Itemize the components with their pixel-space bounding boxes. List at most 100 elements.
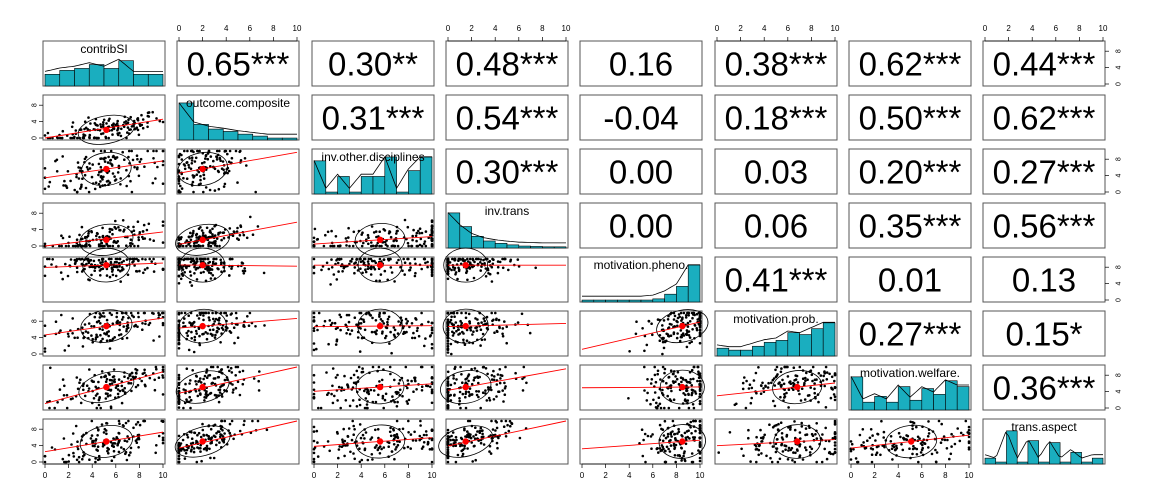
scatter-point — [780, 443, 783, 447]
scatter-point — [53, 406, 56, 410]
scatter-point — [94, 394, 98, 397]
scatter-point — [129, 382, 133, 385]
scatter-point — [71, 244, 75, 248]
scatter-point — [75, 175, 78, 179]
scatter-point — [234, 386, 238, 390]
scatter-point — [92, 439, 95, 443]
scatter-point — [367, 392, 371, 396]
scatter-point — [833, 386, 837, 389]
scatter-point — [205, 266, 209, 270]
scatter-point — [95, 406, 99, 410]
scatter-point — [430, 230, 434, 234]
panel-2-6: 0.20*** — [848, 148, 972, 195]
scatter-point — [680, 333, 684, 337]
scatter-point — [186, 436, 190, 439]
scatter-point — [661, 428, 665, 432]
histogram-bar — [372, 176, 386, 195]
scatter-point — [240, 261, 244, 265]
scatter-point — [211, 365, 215, 369]
scatter-point — [498, 368, 502, 371]
scatter-point — [662, 319, 666, 322]
scatter-point — [397, 258, 400, 262]
scatter-point — [99, 322, 102, 325]
scatter-point — [60, 313, 63, 317]
scatter-point — [132, 229, 136, 232]
panel-frame — [445, 148, 569, 195]
histogram-bar — [787, 332, 800, 357]
scatter-point — [402, 257, 406, 261]
scatter-point — [360, 317, 363, 321]
scatter-point — [332, 244, 336, 248]
scatter-point — [312, 236, 316, 240]
scatter-point — [749, 460, 752, 463]
scatter-point — [801, 377, 805, 381]
scatter-point — [55, 136, 59, 139]
scatter-point — [221, 328, 225, 331]
scatter-point — [395, 261, 399, 265]
scatter-point — [374, 428, 377, 432]
histogram-bar — [652, 298, 665, 303]
left-axis-5: 048 — [32, 319, 43, 356]
scatter-point — [113, 175, 116, 178]
histogram-bar — [483, 240, 496, 249]
scatter-point — [803, 398, 807, 401]
scatter-point — [430, 266, 434, 269]
scatter-point — [207, 316, 211, 319]
scatter-point — [794, 451, 797, 455]
scatter-point — [110, 257, 113, 261]
panel-3-3: inv.trans — [445, 202, 569, 249]
scatter-point — [350, 329, 354, 332]
scatter-point — [383, 269, 387, 273]
scatter-point — [406, 379, 410, 382]
scatter-point — [430, 391, 434, 395]
scatter-point — [397, 320, 400, 323]
scatter-point — [185, 239, 189, 242]
scatter-point — [198, 149, 201, 153]
correlation-value: 0.13 — [1012, 262, 1076, 299]
scatter-point — [663, 419, 667, 423]
scatter-point — [312, 430, 316, 433]
scatter-point — [671, 419, 675, 423]
scatter-point — [94, 385, 97, 389]
scatter-point — [136, 383, 140, 387]
tick-label: 8 — [32, 427, 39, 431]
tick-label: 4 — [896, 471, 901, 480]
scatter-point — [101, 260, 104, 264]
scatter-point — [60, 136, 64, 140]
scatter-point — [879, 453, 882, 457]
scatter-point — [183, 449, 186, 452]
scatter-point — [81, 326, 84, 330]
scatter-point — [698, 426, 702, 430]
scatter-point — [189, 398, 193, 402]
tick-label: 6 — [651, 471, 656, 480]
scatter-point — [134, 423, 138, 426]
scatter-point — [127, 149, 131, 153]
scatter-point — [387, 445, 391, 449]
scatter-point — [655, 406, 658, 410]
scatter-point — [220, 384, 223, 388]
scatter-point — [189, 244, 192, 248]
scatter-point — [186, 149, 189, 153]
scatter-point — [454, 444, 458, 448]
scatter-point — [96, 445, 100, 449]
scatter-point — [849, 440, 853, 443]
scatter-point — [94, 460, 97, 464]
scatter-point — [518, 436, 522, 440]
scatter-point — [143, 237, 147, 240]
scatter-point — [78, 233, 81, 237]
panel-6-2 — [311, 364, 435, 411]
scatter-point — [351, 244, 355, 248]
scatter-point — [464, 311, 468, 315]
mean-point — [103, 236, 110, 244]
scatter-point — [767, 381, 770, 385]
scatter-point — [687, 314, 690, 317]
scatter-point — [454, 273, 457, 276]
tick-label: 0 — [32, 352, 39, 356]
scatter-point — [177, 311, 181, 315]
scatter-point — [457, 268, 461, 271]
tick-label: 6 — [383, 471, 388, 480]
scatter-point — [355, 405, 359, 408]
correlation-ellipse — [355, 369, 405, 405]
scatter-point — [413, 430, 416, 434]
scatter-point — [698, 341, 702, 345]
